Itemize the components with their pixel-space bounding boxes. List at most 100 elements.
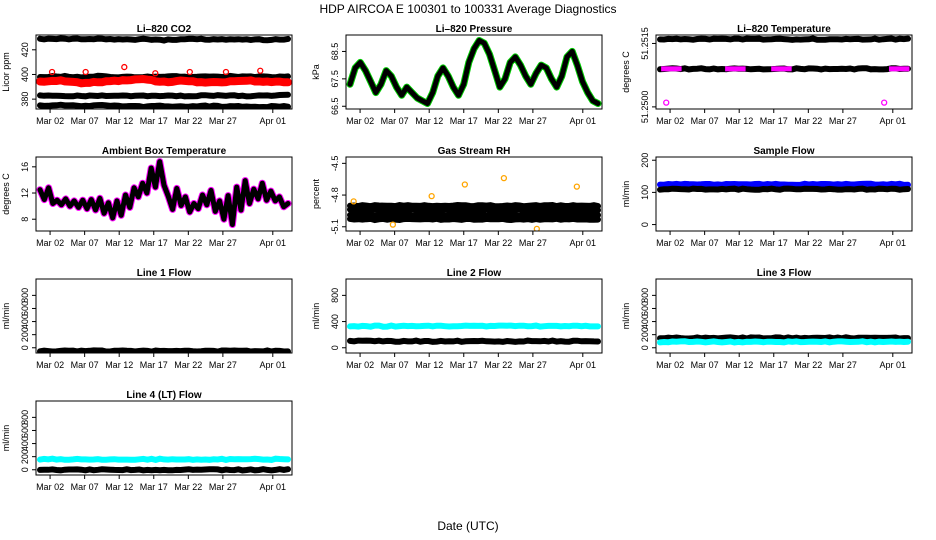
- panel-4-xtick-label: Mar 17: [140, 238, 168, 248]
- panel-7-data: [37, 347, 291, 353]
- panel-10-data: [37, 455, 291, 474]
- panel-8-xtick-label: Mar 07: [381, 360, 409, 370]
- panel-3-xtick-label: Mar 22: [794, 116, 822, 126]
- panel-5-outlier-point: [500, 174, 508, 182]
- panel-6-series-band: [657, 185, 911, 193]
- panel-2-xtick-label: Mar 07: [381, 116, 409, 126]
- panel-9-ytick-label: 800: [640, 288, 650, 303]
- panel-5-outlier-point: [461, 181, 468, 188]
- panel-3-outlier-point: [663, 99, 670, 106]
- panel-2-xtick-label: Mar 12: [415, 116, 443, 126]
- panel-8-xtick-label: Mar 17: [450, 360, 478, 370]
- panel-10-xtick-label: Mar 17: [140, 482, 168, 492]
- panel-8-series-band: [347, 322, 601, 330]
- panel-6: Sample Flow ml/min 0 100 200 Mar 02 Mar 07 Mar …: [621, 146, 913, 248]
- panel-10-xtick-label: Mar 02: [36, 482, 64, 492]
- panel-3-ytick-label: 51.2515: [640, 27, 650, 60]
- panel-3-xtick-label: Mar 12: [725, 116, 753, 126]
- panel-5-ytick-label: -4.5: [330, 156, 340, 172]
- panel-5-xtick-label: Mar 02: [346, 238, 374, 248]
- panel-7-xtick-label: Mar 07: [71, 360, 99, 370]
- panel-1-ytick-label: 400: [20, 67, 30, 82]
- panel-5-outlier-point: [350, 198, 357, 205]
- panel-8-xtick-label: Mar 02: [346, 360, 374, 370]
- panel-8-ytick-label: 0: [330, 345, 340, 350]
- panel-9-xtick-label: Mar 12: [725, 360, 753, 370]
- panel-5-series-band: [347, 215, 601, 224]
- panel-4-ytick-label: 8: [20, 217, 30, 222]
- panel-9-ytick-label: 0: [640, 345, 650, 350]
- panel-1-ytick-label: 420: [20, 42, 30, 57]
- panel-4-xtick-label: Mar 12: [105, 238, 133, 248]
- panel-1-xtick-label: Mar 02: [36, 116, 64, 126]
- panel-4-xtick-label: Mar 02: [36, 238, 64, 248]
- panel-9-ytick-label: 200: [640, 327, 650, 342]
- panel-7-ytick-label: 0: [20, 345, 30, 350]
- panel-6-xtick-label: Mar 17: [760, 238, 788, 248]
- panel-6-xtick-label: Mar 07: [691, 238, 719, 248]
- panel-3-xtick-label: Mar 02: [656, 116, 684, 126]
- panel-1-outlier-point: [186, 68, 193, 76]
- panel-3-series-segment: [771, 66, 792, 72]
- panel-3-series-segment: [661, 66, 682, 72]
- panel-5-xtick-label: Mar 27: [519, 238, 547, 248]
- panel-7-xtick-label: Mar 27: [209, 360, 237, 370]
- panel-3-ylabel: degrees C: [621, 51, 631, 93]
- panel-7-series-band: [37, 347, 291, 353]
- panel-8-frame: [345, 278, 603, 354]
- panel-2-title: Li–820 Pressure: [436, 24, 513, 35]
- panel-5-ytick-label: -4.8: [330, 187, 340, 203]
- panel-10-series-band: [37, 466, 291, 474]
- panel-9-xtick-label: Apr 01: [880, 360, 907, 370]
- panel-1-xtick-label: Apr 01: [260, 116, 287, 126]
- panel-9-frame: [655, 278, 913, 354]
- panel-7-ylabel: ml/min: [1, 303, 11, 330]
- panel-9-xtick-label: Mar 22: [794, 360, 822, 370]
- panel-5-outlier-point: [389, 221, 397, 228]
- panel-8-xtick-label: Mar 22: [484, 360, 512, 370]
- panel-2-xtick-label: Apr 01: [570, 116, 597, 126]
- panel-5-ytick-label: -5.1: [330, 219, 340, 235]
- panel-1-xtick-label: Mar 07: [71, 116, 99, 126]
- panel-7-xtick-label: Mar 17: [140, 360, 168, 370]
- panel-4-xtick-label: Mar 07: [71, 238, 99, 248]
- panel-5-xtick-label: Mar 12: [415, 238, 443, 248]
- panel-1-series-band: [36, 74, 292, 88]
- panel-1-outlier-point: [222, 68, 230, 76]
- panel-5-outlier-point: [573, 183, 580, 190]
- panel-1-outlier-point: [82, 68, 89, 76]
- panel-10-ytick-label: 800: [20, 410, 30, 425]
- panel-10-series-band: [37, 455, 291, 464]
- panel-1-outlier-point: [48, 68, 56, 76]
- panel-2: Li–820 Pressure kPa 66.5 67.5 68.5 Mar 02 Mar …: [311, 24, 603, 126]
- panel-3-data: [657, 35, 911, 106]
- panel-10-ytick-label: 0: [20, 467, 30, 472]
- panel-4-ylabel: degrees C: [1, 173, 11, 215]
- panel-7-ytick-label: 600: [20, 301, 30, 316]
- panel-10-title: Line 4 (LT) Flow: [126, 390, 202, 401]
- panel-9-xtick-label: Mar 27: [829, 360, 857, 370]
- panel-1-frame: [35, 34, 293, 110]
- panel-5-title: Gas Stream RH: [438, 146, 511, 157]
- panel-6-title: Sample Flow: [753, 146, 814, 157]
- panel-1-ylabel: Licor ppm: [1, 52, 11, 92]
- panel-7-xtick-label: Apr 01: [260, 360, 287, 370]
- panel-7-ytick-label: 400: [20, 314, 30, 329]
- panel-5-xtick-label: Apr 01: [570, 238, 597, 248]
- panel-4-data: [36, 158, 292, 228]
- panel-4: Ambient Box Temperature degrees C 8 12 16 Mar…: [1, 146, 293, 248]
- panel-7-ytick-label: 200: [20, 327, 30, 342]
- panel-8-xtick-label: Mar 27: [519, 360, 547, 370]
- panel-9-ytick-label: 400: [640, 314, 650, 329]
- panel-5: Gas Stream RH percent -5.1 -4.8 -4.5 Mar 02 Ma…: [311, 146, 603, 248]
- panel-3-xtick-label: Mar 17: [760, 116, 788, 126]
- panel-5-xtick-label: Mar 17: [450, 238, 478, 248]
- panel-6-xtick-label: Mar 02: [656, 238, 684, 248]
- panel-8-series-band: [347, 337, 601, 345]
- panel-1-series-band: [37, 72, 291, 81]
- panel-6-series-band: [657, 180, 911, 188]
- panel-3-series-segment: [888, 66, 910, 72]
